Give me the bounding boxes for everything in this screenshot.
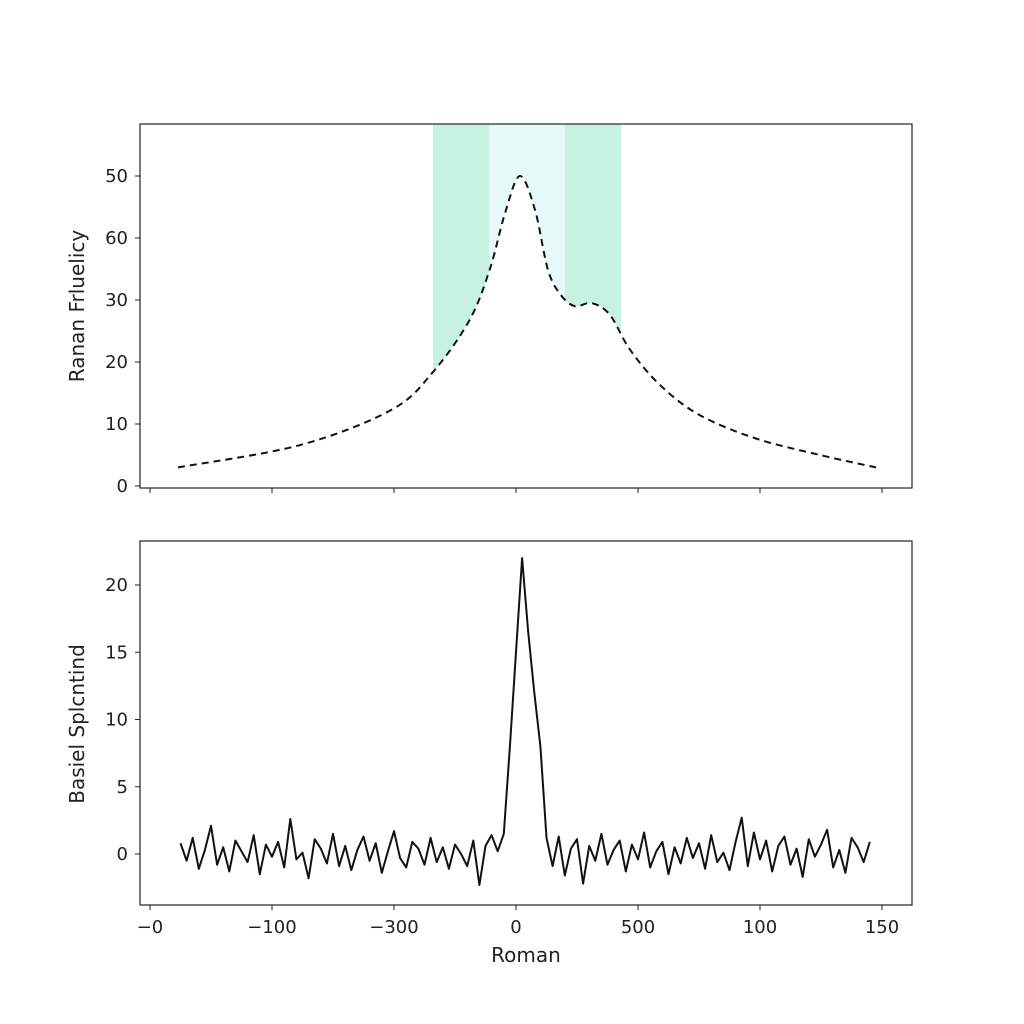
y-tick-label: 10 bbox=[105, 414, 128, 435]
x-axis-label: Roman bbox=[491, 943, 561, 967]
bottom-plot-frame bbox=[139, 540, 913, 906]
under-curve-fill bbox=[178, 175, 876, 488]
y-tick-label: 10 bbox=[105, 710, 128, 731]
x-tick-label: 150 bbox=[865, 917, 899, 938]
x-tick-label: 500 bbox=[621, 917, 655, 938]
y-tick-label: 0 bbox=[117, 476, 128, 497]
x-tick-label: 0 bbox=[510, 917, 521, 938]
x-tick-label: −100 bbox=[247, 917, 296, 938]
y-tick-label: 50 bbox=[105, 166, 128, 187]
bottom-y-axis-label: Basiel Splcntind bbox=[65, 644, 89, 804]
y-tick-label: 30 bbox=[105, 290, 128, 311]
x-tick-label: −0 bbox=[137, 917, 164, 938]
y-tick-label: 0 bbox=[117, 844, 128, 865]
x-tick-label: −300 bbox=[369, 917, 418, 938]
y-tick-label: 20 bbox=[105, 575, 128, 596]
spectrum-line bbox=[179, 557, 871, 886]
bottom-panel: 0 5 10 15 20 −0 −100 −300 0 500 100 150 bbox=[105, 540, 913, 938]
dashed-series-line bbox=[177, 175, 877, 469]
y-tick-label: 15 bbox=[105, 642, 128, 663]
top-panel: 0 10 20 30 60 50 bbox=[105, 123, 913, 497]
y-tick-label: 20 bbox=[105, 352, 128, 373]
top-y-axis-label: Ranan Frluelicy bbox=[65, 230, 89, 383]
top-plot-frame bbox=[139, 123, 913, 489]
y-tick-label: 5 bbox=[117, 777, 128, 798]
x-tick-label: 100 bbox=[743, 917, 777, 938]
y-tick-label: 60 bbox=[105, 228, 128, 249]
